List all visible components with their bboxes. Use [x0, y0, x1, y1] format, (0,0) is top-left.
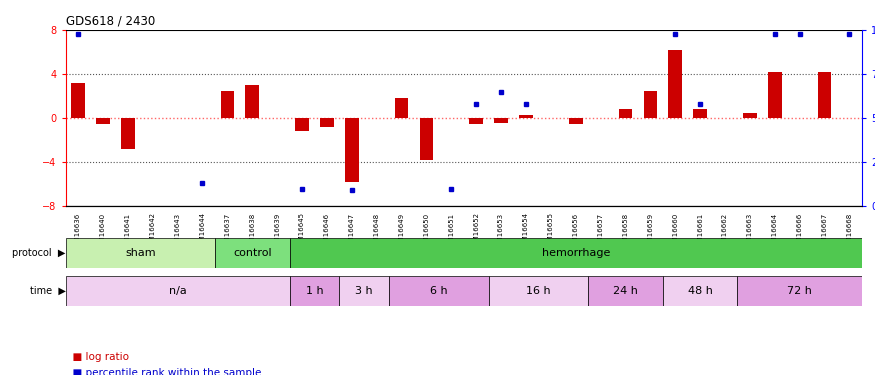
Text: time  ▶: time ▶ — [30, 286, 66, 296]
Text: 1 h: 1 h — [305, 286, 323, 296]
Bar — [340, 276, 389, 306]
Bar — [420, 118, 433, 160]
Bar — [818, 72, 831, 118]
Bar — [290, 276, 340, 306]
Bar — [245, 85, 259, 118]
Bar — [488, 276, 588, 306]
Text: 24 h: 24 h — [613, 286, 638, 296]
Bar — [320, 118, 333, 127]
Text: 3 h: 3 h — [355, 286, 373, 296]
Bar — [569, 118, 583, 124]
Bar — [743, 112, 757, 118]
Bar — [66, 238, 215, 268]
Bar — [588, 276, 663, 306]
Bar — [96, 118, 109, 124]
Text: GDS618 / 2430: GDS618 / 2430 — [66, 15, 155, 27]
Text: sham: sham — [125, 248, 156, 258]
Bar — [290, 238, 862, 268]
Bar — [768, 72, 781, 118]
Text: 72 h: 72 h — [788, 286, 812, 296]
Bar — [395, 98, 409, 118]
Text: ■ percentile rank within the sample: ■ percentile rank within the sample — [66, 368, 261, 375]
Bar — [121, 118, 135, 149]
Bar — [693, 110, 707, 118]
Bar — [71, 83, 85, 118]
Bar — [519, 115, 533, 118]
Text: 6 h: 6 h — [430, 286, 448, 296]
Text: protocol  ▶: protocol ▶ — [12, 248, 66, 258]
Text: n/a: n/a — [169, 286, 186, 296]
Bar — [738, 276, 862, 306]
Bar — [619, 110, 633, 118]
Bar — [668, 50, 682, 118]
Bar — [469, 118, 483, 124]
Text: 48 h: 48 h — [688, 286, 712, 296]
Bar — [215, 238, 290, 268]
Bar — [494, 118, 507, 123]
Bar — [643, 91, 657, 118]
Bar — [295, 118, 309, 131]
Text: hemorrhage: hemorrhage — [542, 248, 610, 258]
Bar — [389, 276, 488, 306]
Text: 16 h: 16 h — [526, 286, 550, 296]
Bar — [220, 91, 234, 118]
Bar — [663, 276, 738, 306]
Bar — [66, 276, 290, 306]
Text: ■ log ratio: ■ log ratio — [66, 352, 129, 363]
Bar — [345, 118, 359, 182]
Text: control: control — [233, 248, 271, 258]
